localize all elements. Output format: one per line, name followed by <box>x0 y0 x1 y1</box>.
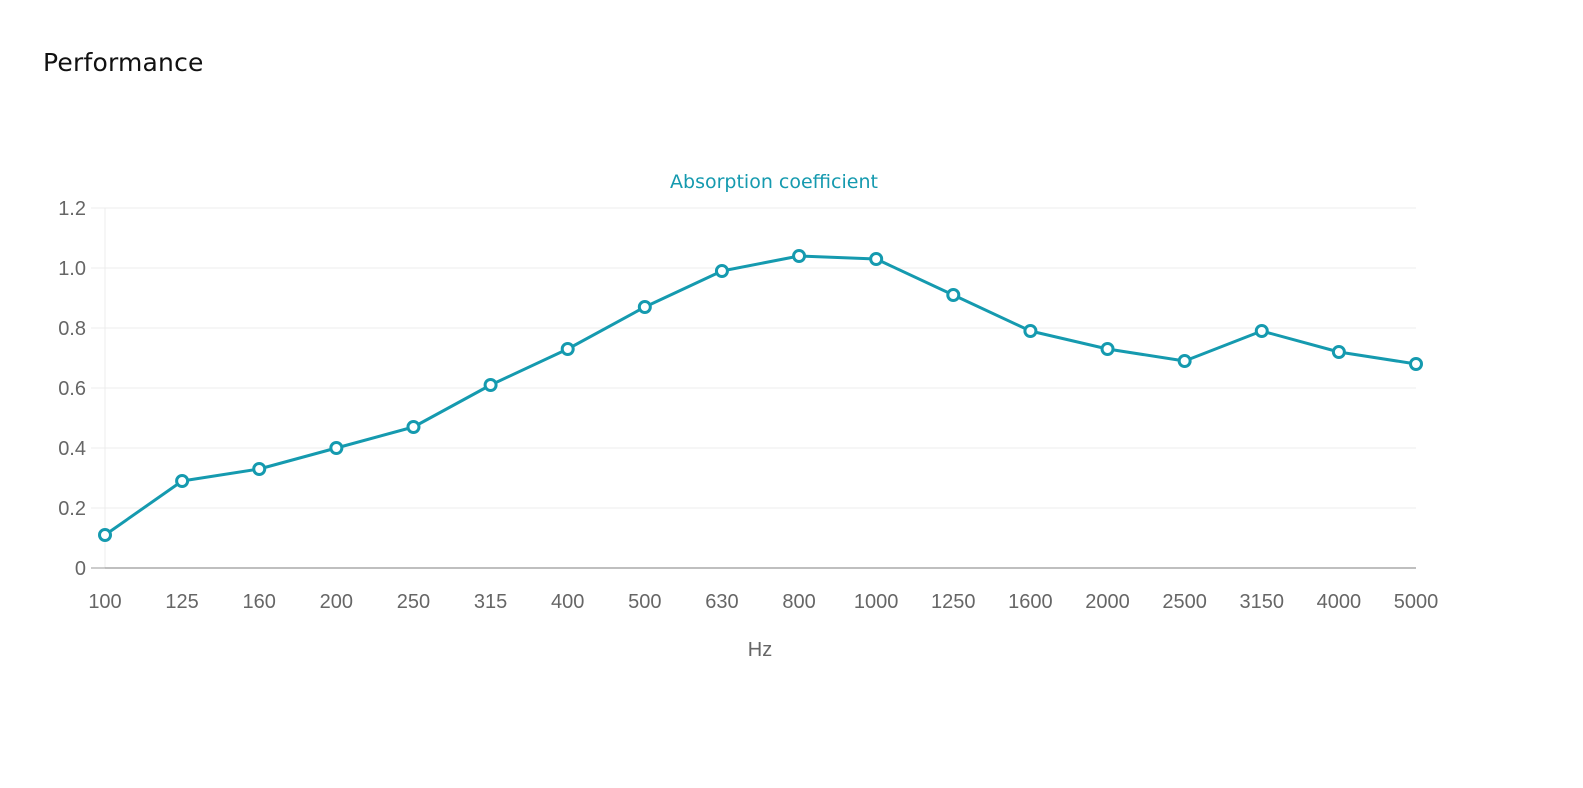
x-tick-label: 800 <box>782 591 815 613</box>
data-point[interactable] <box>483 378 498 392</box>
x-tick-label: 1250 <box>931 591 976 613</box>
y-tick-label: 0.4 <box>58 438 86 460</box>
data-point[interactable] <box>1409 357 1423 371</box>
data-point[interactable] <box>560 342 575 356</box>
x-axis-title: Hz <box>748 639 772 661</box>
x-tick-label: 1600 <box>1008 591 1053 613</box>
x-tick-label: 1000 <box>854 591 899 613</box>
data-point[interactable] <box>792 249 807 263</box>
x-tick-label: 5000 <box>1394 591 1439 613</box>
data-point[interactable] <box>329 441 344 455</box>
y-tick-label: 0.8 <box>58 318 86 340</box>
y-tick-label: 0.6 <box>58 378 86 400</box>
x-tick-label: 4000 <box>1317 591 1362 613</box>
data-point[interactable] <box>1254 324 1269 338</box>
x-tick-label: 2500 <box>1162 591 1207 613</box>
data-point[interactable] <box>714 264 729 278</box>
data-point[interactable] <box>1177 354 1192 368</box>
y-axis-ticks: 0 0.2 0.4 0.6 0.8 1.0 1.2 <box>58 198 105 580</box>
data-point[interactable] <box>1331 345 1346 359</box>
grid-lines <box>105 207 1416 509</box>
y-tick-label: 1.0 <box>58 258 86 280</box>
data-point[interactable] <box>252 462 267 476</box>
series-line <box>103 254 1418 537</box>
x-tick-label: 160 <box>243 591 276 613</box>
x-tick-label: 2000 <box>1085 591 1130 613</box>
x-tick-label: 500 <box>628 591 661 613</box>
data-point[interactable] <box>869 252 884 266</box>
data-point[interactable] <box>946 288 961 302</box>
series <box>98 249 1423 542</box>
x-tick-label: 100 <box>88 591 121 613</box>
x-tick-label: 250 <box>397 591 430 613</box>
y-tick-label: 0 <box>75 558 86 580</box>
x-tick-label: 3150 <box>1240 591 1285 613</box>
y-tick-label: 0.2 <box>58 498 86 520</box>
data-point[interactable] <box>406 420 421 434</box>
data-point[interactable] <box>637 300 652 314</box>
data-point[interactable] <box>175 474 190 488</box>
y-tick-label: 1.2 <box>58 198 86 220</box>
x-axis-ticks: 100 125 160 200 250 315 400 500 630 800 1000 1250 16… <box>88 591 1438 613</box>
data-point[interactable] <box>1100 342 1115 356</box>
data-point[interactable] <box>1023 324 1038 338</box>
x-tick-label: 125 <box>165 591 198 613</box>
data-point[interactable] <box>98 528 112 542</box>
chart-title: Absorption coefficient <box>670 171 878 193</box>
x-tick-label: 315 <box>474 591 507 613</box>
x-tick-label: 400 <box>551 591 584 613</box>
page-title: Performance <box>43 48 204 77</box>
x-tick-label: 200 <box>320 591 353 613</box>
x-tick-label: 630 <box>705 591 738 613</box>
